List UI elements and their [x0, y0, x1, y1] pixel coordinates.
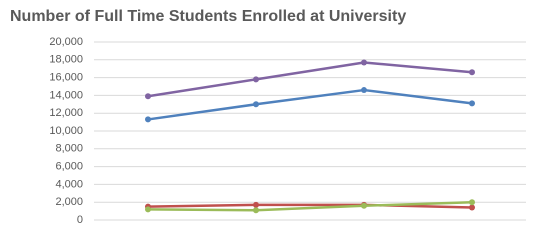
y-tick-label: 8,000 [55, 143, 83, 155]
data-point [253, 101, 259, 108]
series-line [147, 203, 473, 209]
y-tick-label: 0 [77, 214, 83, 226]
data-point [469, 100, 475, 107]
series-line [147, 88, 473, 121]
chart-title: Number of Full Time Students Enrolled at… [10, 8, 406, 25]
data-point [253, 76, 259, 83]
data-point [469, 199, 475, 206]
data-point [145, 206, 151, 213]
y-tick-label: 18,000 [49, 54, 83, 66]
data-point [469, 69, 475, 76]
data-point [469, 204, 475, 211]
series-line [147, 61, 473, 98]
y-tick-label: 16,000 [49, 72, 83, 84]
data-point [361, 202, 367, 209]
series-line [147, 200, 473, 212]
data-point [145, 93, 151, 100]
y-tick-label: 12,000 [49, 107, 83, 119]
y-tick-label: 20,000 [49, 36, 83, 48]
y-tick-label: 14,000 [49, 89, 83, 101]
data-point [361, 59, 367, 66]
y-tick-label: 4,000 [55, 178, 83, 190]
y-tick-label: 6,000 [55, 161, 83, 173]
data-point [361, 87, 367, 94]
data-point [145, 116, 151, 123]
data-point [253, 207, 259, 214]
data-point [253, 201, 259, 208]
y-tick-label: 2,000 [55, 196, 83, 208]
y-tick-label: 10,000 [49, 125, 83, 137]
